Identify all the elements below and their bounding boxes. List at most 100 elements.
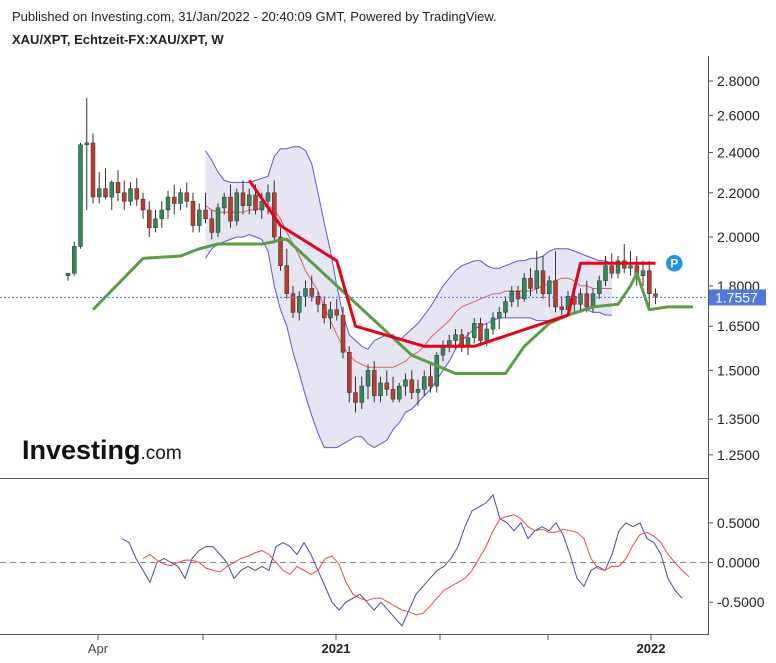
candle-body (190, 201, 196, 226)
candle-body (609, 265, 615, 274)
candle-body (472, 323, 477, 338)
candle-body (403, 379, 408, 387)
time-label: 2021 (322, 641, 351, 656)
osc-tick-label: 0.5000 (717, 515, 760, 531)
candle-body (365, 370, 371, 387)
candle-body (597, 280, 602, 294)
candle-body (534, 270, 540, 289)
red-trend-line (248, 179, 656, 348)
price-tick-label: 2.8000 (717, 73, 760, 89)
price-tick-label: 2.4000 (717, 145, 760, 161)
candle-body (203, 209, 208, 220)
candle-body (140, 198, 146, 211)
candle-body (322, 304, 327, 319)
candle-body (515, 290, 521, 300)
candle-body (497, 312, 502, 319)
candle-body (215, 207, 221, 233)
published-note: Published on Investing.com, 31/Jan/2022 … (12, 9, 497, 24)
candle-body (172, 196, 177, 204)
osc-tick-label: -0.5000 (717, 594, 765, 610)
candle-body (478, 323, 483, 341)
candle-body (247, 194, 252, 206)
candle-body (547, 280, 552, 294)
candle-body (340, 314, 346, 353)
candle-body (347, 351, 352, 393)
candle-body (647, 270, 652, 294)
candle-body (509, 290, 515, 302)
price-tick-label: 2.6000 (717, 107, 760, 123)
oscillator-axis-ticks: 0.5000 0.0000 -0.5000 (708, 515, 765, 610)
candle-body (359, 385, 365, 403)
candle-body (72, 246, 77, 274)
bollinger-band (205, 146, 612, 448)
candle-body (422, 376, 427, 390)
candle-body (284, 265, 290, 294)
osc-tick-label: 0.0000 (717, 555, 760, 571)
candle-body (259, 201, 265, 211)
candle-body (384, 382, 390, 390)
candle-body (278, 236, 283, 266)
candle-body (290, 293, 296, 313)
candle-body (390, 389, 396, 400)
candle-body (553, 280, 558, 308)
logo-main: Investing (22, 435, 141, 465)
candle-body (653, 293, 658, 297)
candle-body (184, 192, 190, 202)
candle-body (128, 188, 133, 202)
candle-body (103, 188, 108, 198)
last-price-label: 1.7557 (715, 289, 758, 305)
p-badge[interactable] (664, 253, 685, 274)
candle-body (153, 218, 158, 229)
green-trend-line (91, 237, 693, 375)
candle-body (159, 209, 165, 220)
candle-body (147, 209, 152, 229)
candle-body (78, 144, 83, 247)
candle-body (378, 382, 383, 397)
candle-body (453, 334, 458, 341)
candle-body (503, 301, 508, 313)
candle-body (484, 328, 490, 341)
candle-body (122, 192, 127, 202)
candle-body (628, 265, 633, 269)
bollinger-lower-line (205, 234, 612, 449)
time-axis: Apr 2021 2022 (88, 635, 665, 656)
candle-body (109, 182, 115, 198)
candle-body (234, 192, 240, 222)
candle-body (65, 272, 71, 276)
candle-body (228, 196, 233, 222)
candle-body (540, 270, 546, 294)
candle-body (328, 309, 333, 319)
candle-body (428, 376, 433, 387)
oscillator-panel (0, 493, 708, 627)
oscillator-main-line (121, 493, 683, 627)
candle-body (165, 196, 171, 211)
candle-body (222, 196, 227, 209)
price-tick-label: 1.2500 (717, 447, 760, 463)
candle-body (578, 293, 583, 305)
candle-body (134, 188, 140, 200)
candle-body (353, 392, 358, 403)
candle-body (197, 209, 202, 226)
p-badge-label: P (670, 256, 678, 270)
time-label: Apr (88, 641, 109, 656)
last-price-label-bg (709, 289, 766, 306)
candle-body (415, 389, 421, 393)
candle-body (372, 370, 377, 397)
candle-body (522, 277, 527, 300)
candle-body (409, 379, 415, 393)
bollinger-fill (205, 146, 612, 448)
price-tick-label: 1.6500 (717, 318, 760, 334)
investing-logo: Investing.com (22, 435, 182, 465)
candle-body (315, 296, 321, 305)
candle-body (90, 142, 96, 198)
candle-body (615, 260, 621, 274)
candles (65, 97, 658, 413)
candle-body (297, 296, 302, 313)
candle-body (640, 270, 646, 276)
candle-body (97, 188, 102, 198)
price-tick-label: 2.0000 (717, 229, 760, 245)
candle-body (309, 288, 315, 297)
candle-body (397, 385, 402, 400)
candle-body (490, 317, 496, 330)
